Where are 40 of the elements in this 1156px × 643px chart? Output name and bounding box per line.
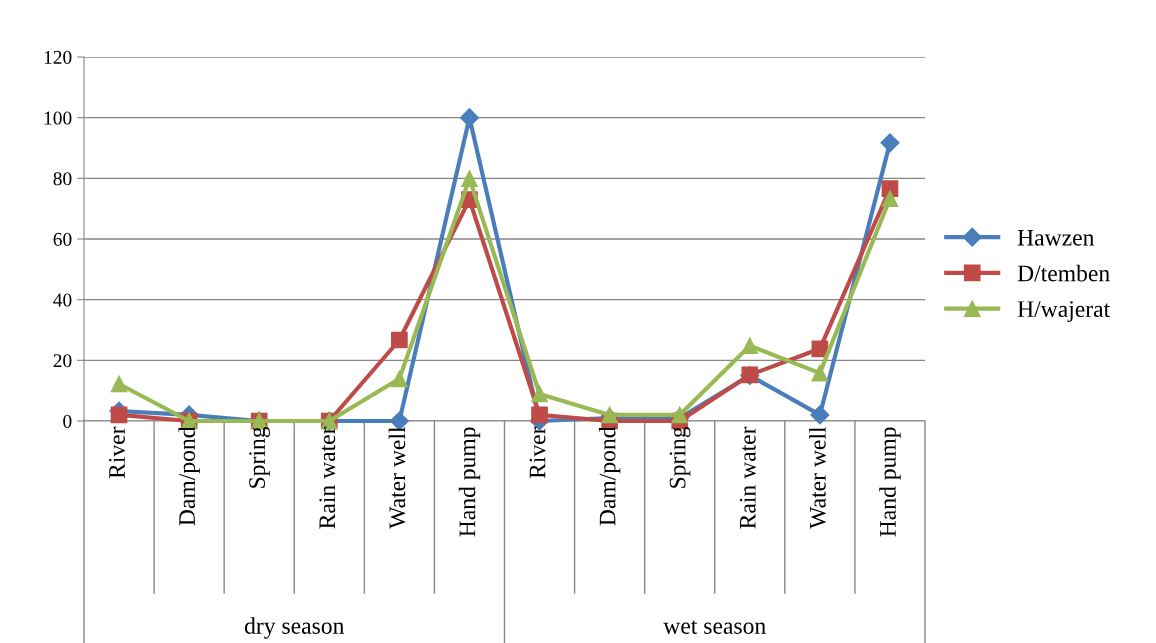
x-tick-label: River: [529, 426, 546, 479]
y-tick-label: 80: [53, 172, 72, 186]
text: wet season: [663, 620, 766, 634]
x-tick-label: Water well: [809, 426, 826, 529]
y-tick-label: 0: [63, 414, 72, 428]
y-tick-label: 120: [44, 50, 72, 64]
point: [459, 108, 479, 128]
y-tick-label: 40: [53, 293, 72, 307]
point: [391, 370, 408, 388]
x-tick-label: Rain water: [319, 426, 336, 529]
point: [881, 190, 899, 207]
point: [741, 337, 759, 355]
legend-label: Hawzen: [1017, 229, 1095, 246]
point: [531, 406, 548, 424]
point: [671, 406, 689, 424]
point: [461, 170, 478, 187]
y-tick-label: 100: [44, 111, 72, 125]
point: [391, 331, 408, 349]
point: [601, 406, 618, 424]
point: [811, 364, 829, 382]
point: [810, 405, 830, 425]
x-tick-label: Rain water: [739, 426, 756, 529]
point: [531, 385, 548, 403]
x-tick-label: Hand pump: [879, 427, 901, 537]
x-tick-label: River: [109, 426, 125, 479]
y-tick-label: 20: [53, 354, 72, 368]
x-tick-label: Dam/pond: [178, 426, 200, 526]
x-tick-label: Hand pump: [458, 427, 481, 537]
x-tick-label: Water well: [388, 426, 406, 529]
x-tick-label: Spring: [669, 426, 691, 488]
point: [811, 340, 829, 358]
legend-label: H/wajerat: [1017, 301, 1111, 322]
point: [110, 406, 128, 424]
x-tick-label: Spring: [249, 426, 270, 488]
x-tick-label: Dam/pond: [598, 426, 621, 526]
text: dry season: [244, 617, 345, 639]
point: [110, 375, 128, 393]
point: [880, 133, 900, 153]
y-tick-label: 60: [53, 232, 72, 246]
legend-label: D/temben: [1017, 264, 1110, 282]
